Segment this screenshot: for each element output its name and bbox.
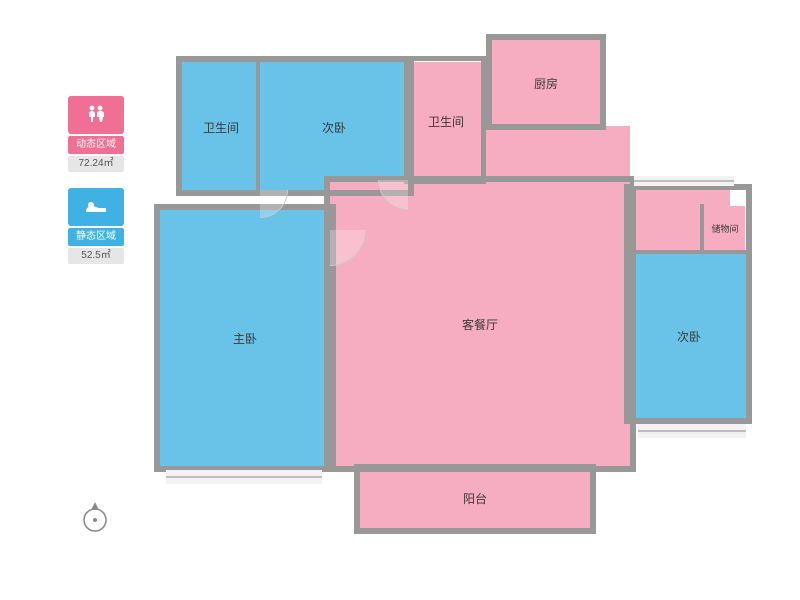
legend-static-value: 52.5㎡ [68, 248, 124, 264]
legend-dynamic-value: 72.24㎡ [68, 156, 124, 172]
legend-static-title: 静态区域 [68, 228, 124, 246]
floor-plan: 卫生间次卧卫生间厨房客餐厅储物间主卧次卧阳台 [160, 40, 750, 540]
wall [154, 204, 336, 472]
wall [486, 34, 606, 130]
legend-static: 静态区域 52.5㎡ [68, 188, 124, 264]
floorplan-canvas: 动态区域 72.24㎡ 静态区域 52.5㎡ 卫生间次卧卫生间厨房客餐厅储物间主… [0, 0, 800, 600]
wall [404, 56, 486, 184]
compass-icon [80, 500, 110, 534]
wall [354, 464, 596, 534]
people-icon [68, 96, 124, 134]
legend-dynamic: 动态区域 72.24㎡ [68, 96, 124, 172]
window-sill-line [166, 476, 322, 478]
wall [324, 176, 636, 472]
window-sill-line [634, 180, 734, 182]
legend-dynamic-title: 动态区域 [68, 136, 124, 154]
sleep-icon [68, 188, 124, 226]
wall [624, 184, 752, 424]
window-sill-line [638, 430, 746, 432]
wall [176, 56, 414, 196]
